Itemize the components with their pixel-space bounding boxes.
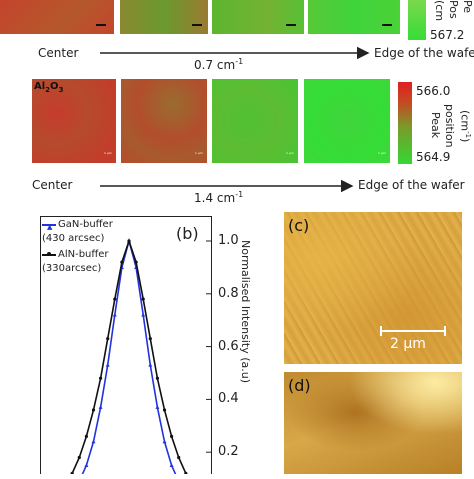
afm-image-c: (c) 2 μm	[284, 212, 462, 364]
data-point	[98, 405, 103, 409]
y-tick-label: 0.6	[218, 338, 239, 354]
plot-frame	[40, 216, 212, 479]
end-label-top: Edge of the wafer	[374, 46, 474, 60]
data-point	[141, 297, 145, 301]
data-point	[77, 455, 81, 460]
data-point	[113, 297, 117, 301]
panel-label-c: (c)	[288, 216, 310, 235]
raman-map-al2o3-4: 1 μm	[304, 79, 390, 163]
panel-label-b: (b)	[176, 224, 199, 243]
data-point	[141, 312, 146, 317]
data-point	[162, 439, 167, 444]
series-line-1	[67, 238, 191, 479]
scale-bar-label: 1 μm	[195, 151, 203, 155]
end-label-bottom: Edge of the wafer	[358, 178, 465, 192]
data-point	[99, 376, 103, 380]
data-point	[84, 463, 89, 467]
colorbar-al2o3-min: 564.9	[416, 150, 451, 164]
data-point	[91, 439, 96, 444]
data-point	[84, 434, 88, 438]
afm-scale-bar	[380, 330, 446, 332]
scale-bar	[286, 24, 296, 26]
legend: ▲ GaN-buffer (430 arcsec) AlN-buffer (33…	[42, 219, 113, 275]
shift-label-top: 0.7 cm-1	[194, 57, 244, 72]
legend-item-gan-fwhm: (430 arcsec)	[42, 233, 105, 244]
raman-map-top-1	[0, 0, 114, 34]
substrate-label: Al2O3	[34, 81, 64, 94]
data-point	[120, 260, 124, 264]
legend-item-aln: AlN-buffer	[42, 249, 113, 261]
colorbar-al2o3-unit: (cm-1)	[458, 110, 472, 143]
data-point	[112, 312, 117, 317]
data-point	[127, 239, 131, 243]
data-point	[134, 260, 138, 264]
colorbar-al2o3	[398, 82, 412, 164]
data-point	[106, 337, 110, 341]
colorbar-al2o3-max: 566.0	[416, 84, 451, 98]
data-point	[155, 405, 160, 409]
raman-map-top-4	[308, 0, 400, 34]
y-axis-label: Normalised Intensity (a.u)	[239, 240, 252, 383]
data-point	[169, 463, 174, 467]
data-point	[162, 408, 167, 412]
afm-image-d: (d)	[284, 372, 462, 474]
colorbar-al2o3-label-1: Peak	[429, 112, 442, 139]
colorbar-top	[408, 0, 426, 40]
scale-bar	[192, 24, 202, 26]
data-point	[155, 376, 159, 380]
scale-bar-label: 1 μm	[378, 151, 386, 155]
colorbar-al2o3-label-2: position	[443, 104, 456, 148]
data-point	[177, 455, 181, 460]
y-tick-label: 0.8	[218, 285, 239, 301]
scale-bar-label: 1 μm	[104, 151, 112, 155]
center-label-bottom: Center	[32, 178, 73, 192]
shift-label-bottom: 1.4 cm-1	[194, 190, 244, 205]
raman-map-top-2	[120, 0, 208, 34]
series-line-0	[79, 237, 179, 479]
scale-bar-label: 1 μm	[286, 151, 294, 155]
data-point	[170, 434, 174, 438]
raman-map-top-3	[212, 0, 304, 34]
raman-map-al2o3-1: Al2O3 1 μm	[32, 79, 116, 163]
panel-label-d: (d)	[288, 376, 311, 395]
raman-map-al2o3-3: 1 μm	[212, 79, 298, 163]
afm-scale-label: 2 μm	[390, 336, 426, 352]
colorbar-top-min: 567.2	[430, 28, 465, 42]
data-point	[91, 408, 96, 412]
data-point	[105, 362, 110, 367]
raman-map-al2o3-2: 1 μm	[121, 79, 207, 163]
legend-item-gan: ▲ GaN-buffer	[42, 219, 113, 231]
scale-bar	[96, 24, 106, 26]
y-tick-label: 0.4	[218, 391, 239, 407]
afm-scale-bar-tick-right	[444, 326, 446, 336]
data-point	[148, 362, 153, 367]
afm-scale-bar-tick-left	[380, 326, 382, 336]
scale-bar	[382, 24, 392, 26]
y-tick-label: 1.0	[218, 233, 239, 248]
data-point	[148, 337, 152, 341]
legend-item-aln-fwhm: (330arcsec)	[42, 263, 102, 274]
y-tick-label: 0.2	[218, 444, 239, 460]
center-label-top: Center	[38, 46, 79, 60]
